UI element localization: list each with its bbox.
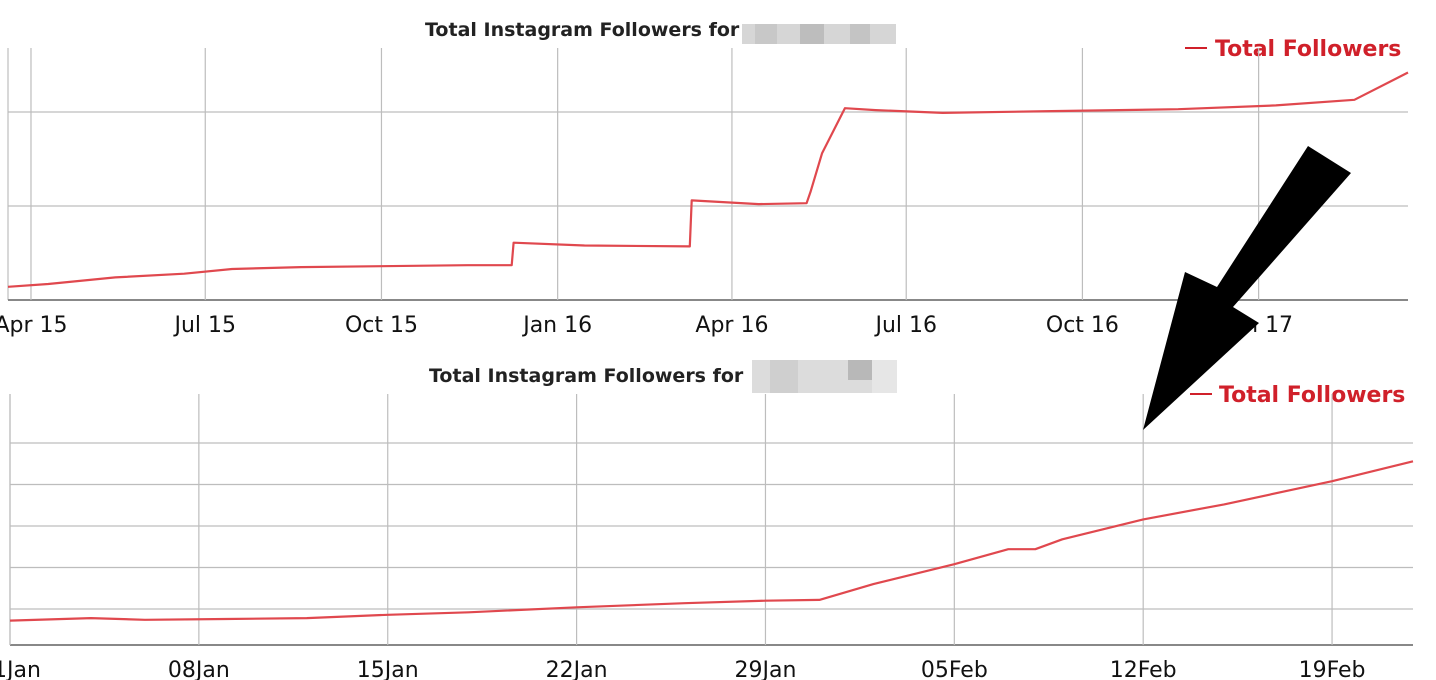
x-tick-label: 08Jan: [168, 658, 230, 680]
x-tick-label: 22Jan: [546, 658, 608, 680]
x-tick-label: Oct 16: [1046, 313, 1119, 338]
annotation-arrow-icon: [1143, 146, 1351, 430]
chart-bottom-x-ticks: 01Jan 08Jan 15Jan 22Jan 29Jan 05Feb 12Feb 19Feb: [0, 658, 1366, 680]
x-tick-label: Apr 15: [0, 313, 68, 338]
x-tick-label: Jul 16: [873, 313, 937, 338]
chart-top-grid: [7, 48, 1408, 301]
x-tick-label: 29Jan: [735, 658, 797, 680]
chart-top-series-line: [7, 71, 1409, 288]
x-tick-label: Jan 16: [521, 313, 592, 338]
chart-bottom-redaction: [752, 360, 897, 393]
x-tick-label: 05Feb: [921, 658, 988, 680]
chart-bottom-series-line: [9, 460, 1414, 622]
chart-top-x-ticks: Apr 15 Jul 15 Oct 15 Jan 16 Apr 16 Jul 16 Oct …: [0, 313, 1293, 338]
chart-top-legend: Total Followers: [1185, 37, 1401, 62]
chart-top: Total Instagram Followers for Total Foll…: [0, 19, 1409, 338]
x-tick-label: Apr 16: [695, 313, 768, 338]
chart-bottom-grid: [9, 394, 1413, 646]
x-tick-label: 01Jan: [0, 658, 41, 680]
chart-bottom: Total Instagram Followers for Total Foll…: [0, 360, 1414, 680]
x-tick-label: 19Feb: [1299, 658, 1366, 680]
chart-top-title: Total Instagram Followers for: [425, 19, 740, 41]
x-tick-label: 15Jan: [357, 658, 419, 680]
chart-bottom-legend-label: Total Followers: [1219, 383, 1405, 408]
x-tick-label: Oct 15: [345, 313, 418, 338]
x-tick-label: 12Feb: [1110, 658, 1177, 680]
chart-bottom-legend: Total Followers: [1190, 383, 1405, 408]
chart-top-redaction: [742, 24, 896, 44]
chart-top-legend-label: Total Followers: [1215, 37, 1401, 62]
chart-bottom-title: Total Instagram Followers for: [429, 365, 744, 387]
x-tick-label: Jul 15: [172, 313, 236, 338]
